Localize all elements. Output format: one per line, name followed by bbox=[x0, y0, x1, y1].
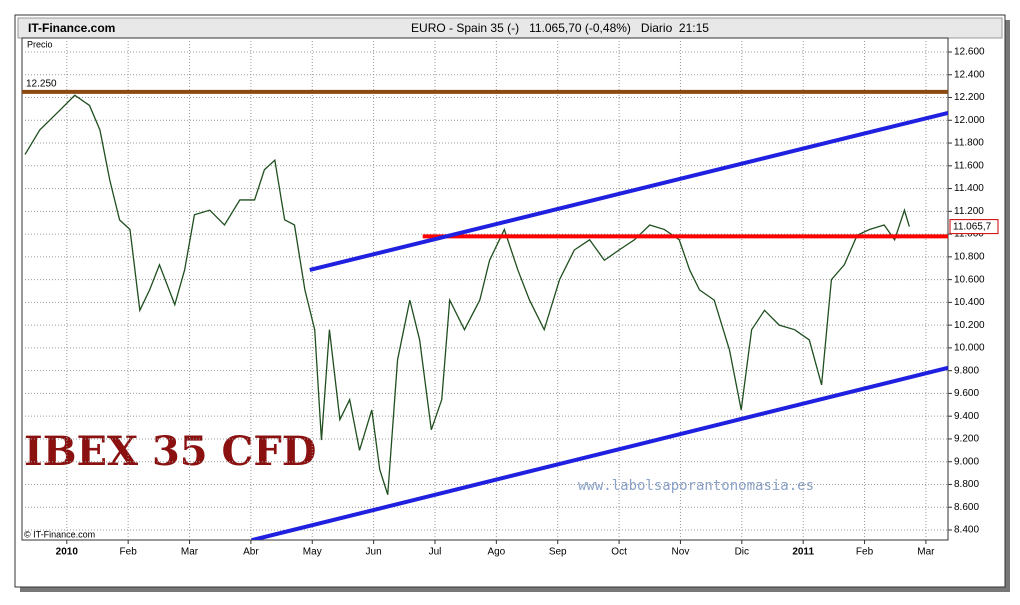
y-tick-label: 9.800 bbox=[954, 365, 979, 376]
x-tick-label: Nov bbox=[672, 547, 690, 558]
y-tick-label: 11.800 bbox=[954, 138, 984, 149]
x-tick-label: Jul bbox=[429, 547, 442, 558]
site-name: IT-Finance.com bbox=[28, 21, 115, 35]
trend-line bbox=[251, 365, 948, 540]
last-price-box bbox=[949, 219, 999, 235]
y-tick-label: 11.000 bbox=[954, 229, 984, 240]
y-tick-label: 9.000 bbox=[954, 456, 979, 467]
last-price-label: 11.065,7 bbox=[953, 221, 992, 232]
y-tick-label: 12.200 bbox=[954, 92, 985, 103]
y-axis-label: Precio bbox=[27, 39, 53, 49]
x-tick-label: Mar bbox=[917, 547, 935, 558]
copyright: © IT-Finance.com bbox=[24, 529, 95, 539]
y-tick-label: 11.400 bbox=[954, 183, 984, 194]
y-tick-label: 12.000 bbox=[954, 115, 985, 126]
y-tick-label: 11.200 bbox=[954, 206, 984, 217]
y-tick-label: 8.800 bbox=[954, 479, 979, 490]
x-tick-label: Dic bbox=[735, 547, 749, 558]
y-tick-label: 9.200 bbox=[954, 434, 979, 445]
url: www.labolsaporantonomasia.es bbox=[578, 478, 814, 494]
x-tick-label: May bbox=[303, 547, 322, 558]
y-tick-label: 10.400 bbox=[954, 297, 985, 308]
plot-area bbox=[21, 37, 949, 541]
x-tick-label: Jun bbox=[366, 547, 382, 558]
y-tick-label: 10.200 bbox=[954, 320, 985, 331]
y-tick-label: 9.600 bbox=[954, 388, 979, 399]
x-tick-label: Feb bbox=[120, 547, 138, 558]
y-tick-label: 10.800 bbox=[954, 251, 985, 262]
price-line bbox=[24, 94, 910, 495]
x-tick-label: 2010 bbox=[56, 547, 79, 558]
reference-label: 12.250 bbox=[26, 78, 57, 89]
x-tick-label: 2011 bbox=[792, 547, 814, 558]
y-tick-label: 12.400 bbox=[954, 69, 985, 80]
chart-title: EURO - Spain 35 (-) 11.065,70 (-0,48%) D… bbox=[411, 21, 709, 35]
y-tick-label: 12.600 bbox=[954, 47, 985, 58]
y-tick-label: 8.600 bbox=[954, 502, 979, 513]
x-tick-label: Oct bbox=[611, 547, 627, 558]
x-tick-label: Abr bbox=[243, 547, 259, 558]
x-tick-label: Ago bbox=[487, 547, 505, 558]
x-tick-label: Mar bbox=[181, 547, 199, 558]
y-tick-label: 10.000 bbox=[954, 343, 985, 354]
x-tick-label: Sep bbox=[549, 547, 567, 558]
y-tick-label: 10.600 bbox=[954, 274, 985, 285]
y-tick-label: 9.400 bbox=[954, 411, 979, 422]
watermark: IBEX 35 CFD bbox=[24, 428, 316, 475]
y-tick-label: 8.400 bbox=[954, 525, 979, 536]
y-tick-label: 11.600 bbox=[954, 160, 984, 171]
x-tick-label: Feb bbox=[856, 547, 874, 558]
trend-line bbox=[309, 110, 948, 272]
